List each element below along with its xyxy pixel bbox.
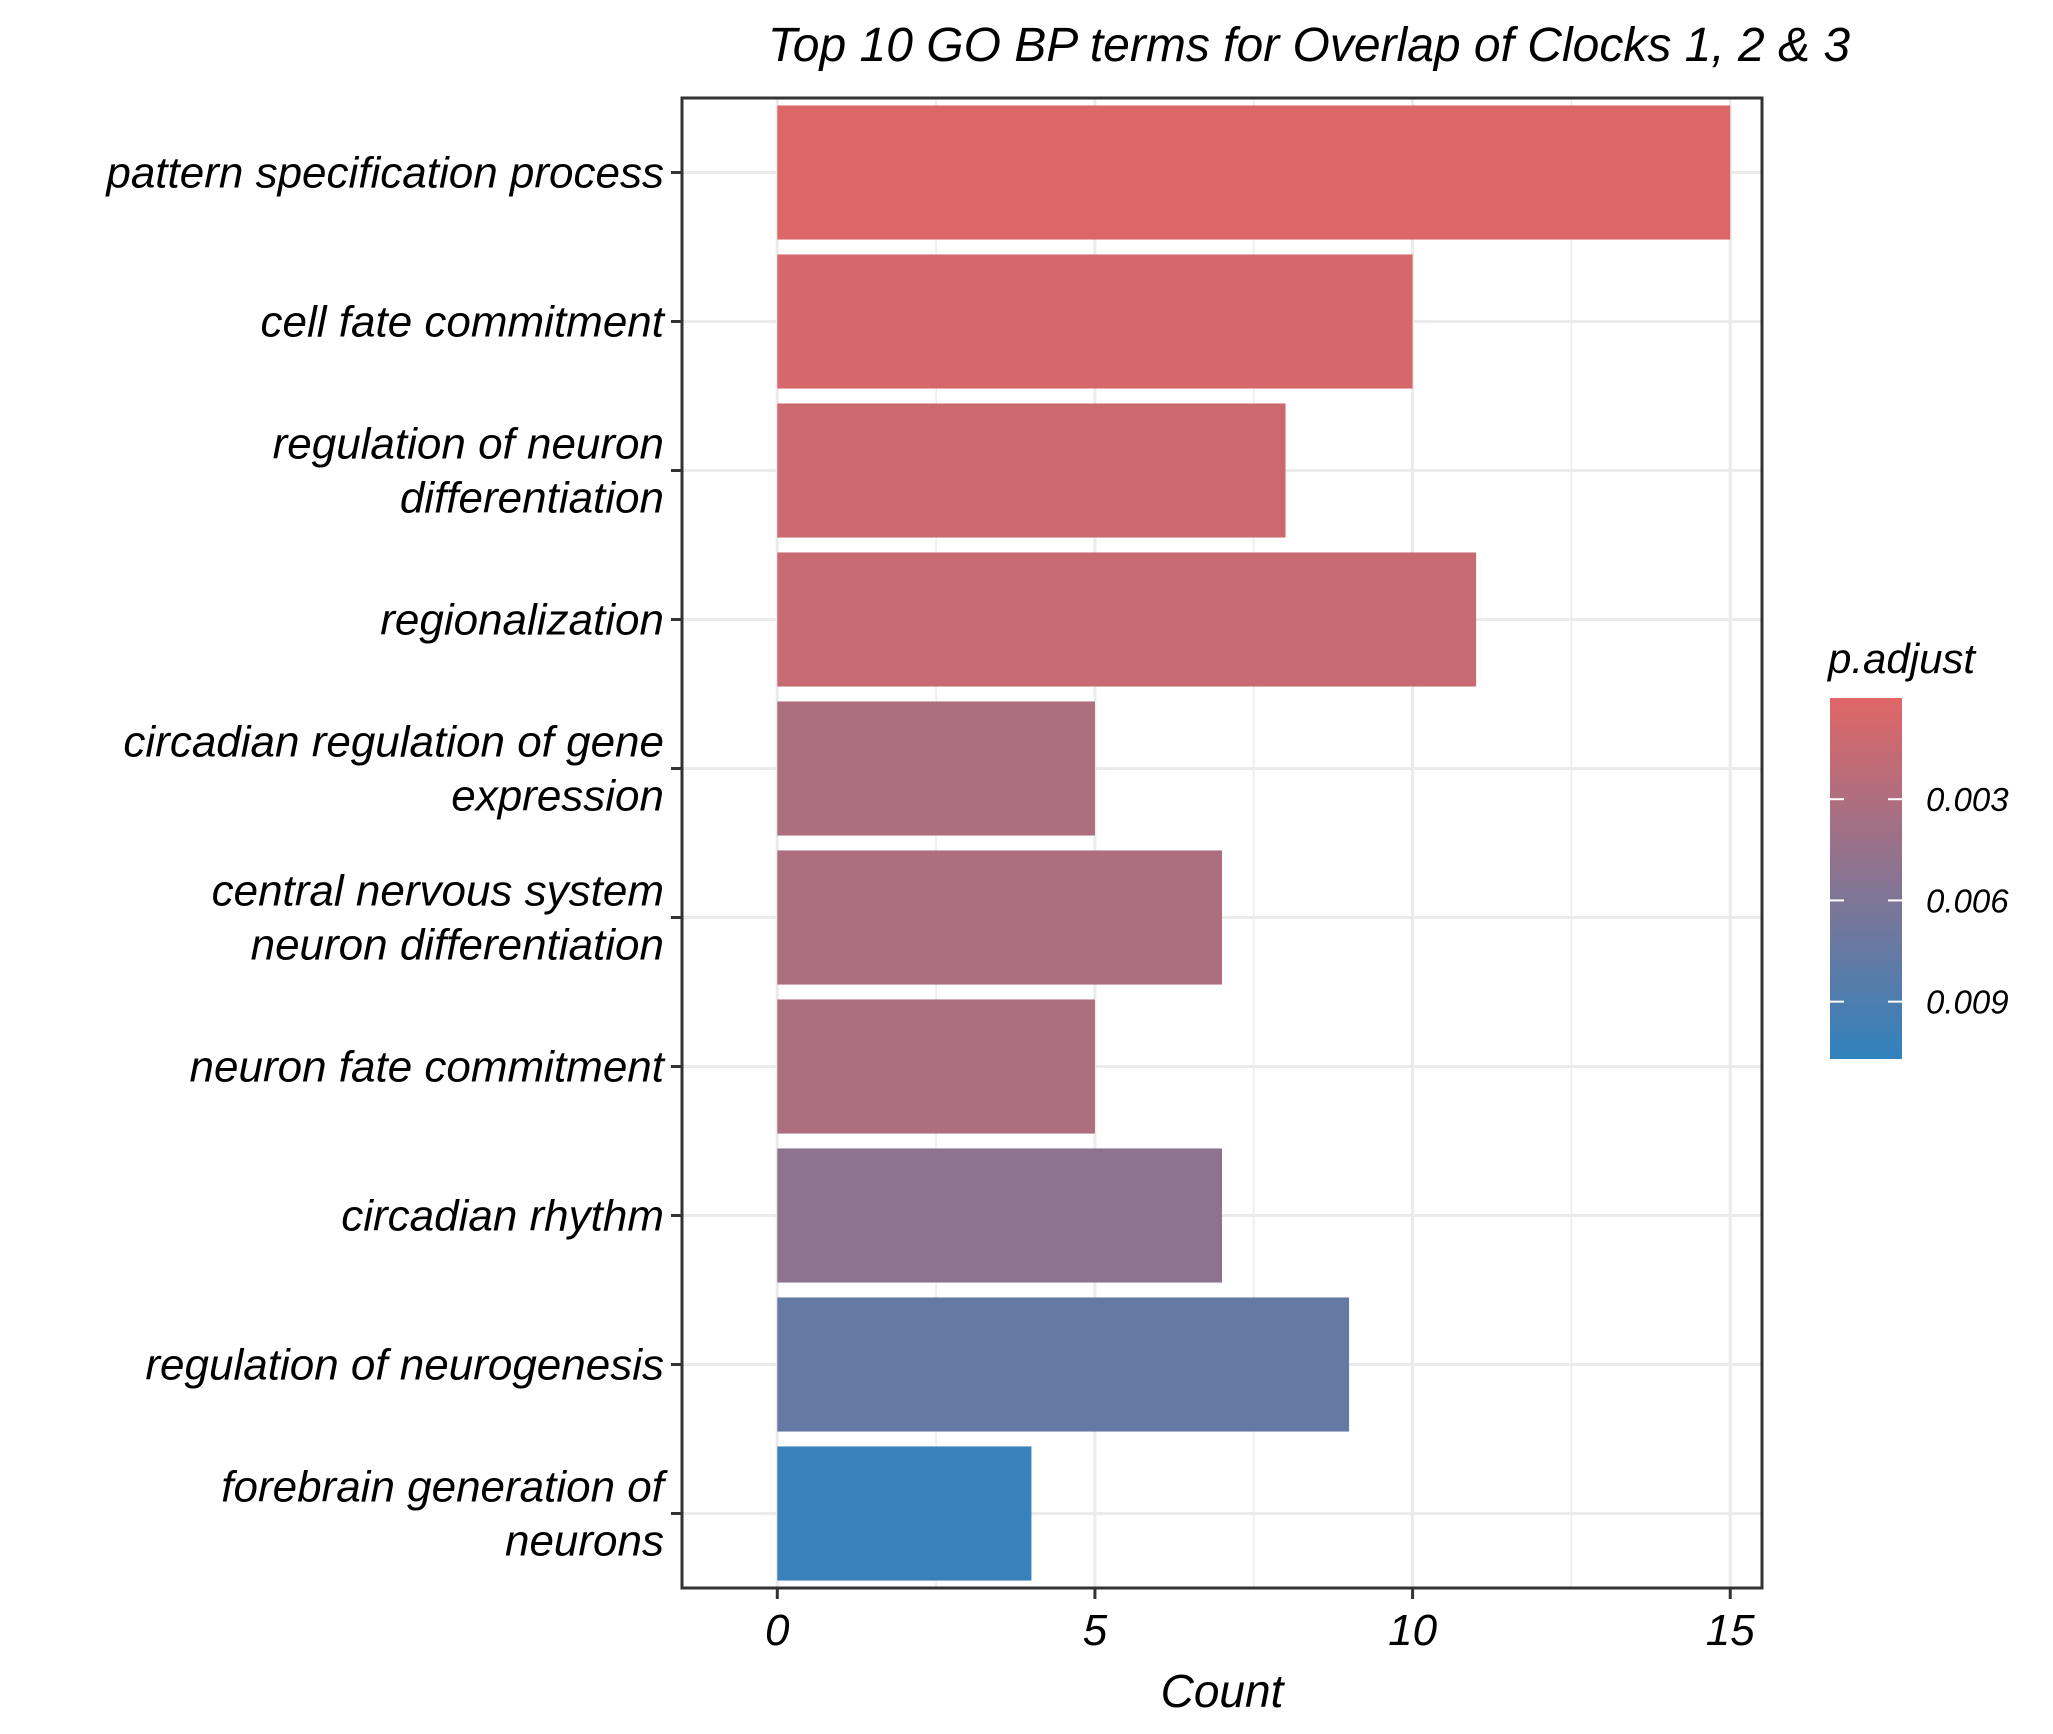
- legend-title: p.adjust: [1826, 635, 1977, 682]
- category-label: regulation of neuron differentiation: [273, 420, 664, 523]
- color-legend: p.adjust 0.003 0.006 0.009: [1826, 635, 2009, 1059]
- x-tick-label: 10: [1388, 1606, 1437, 1655]
- category-label-line: forebrain generation of: [221, 1463, 669, 1512]
- category-label: regulation of neurogenesis: [145, 1341, 664, 1390]
- category-label-line: central nervous system: [212, 867, 664, 916]
- x-tick-label: 15: [1706, 1606, 1755, 1655]
- colorbar-tick-label: 0.006: [1926, 882, 2009, 919]
- category-label-line: regionalization: [380, 596, 664, 645]
- category-label-line: neuron differentiation: [251, 921, 664, 970]
- colorbar-tick-label: 0.009: [1926, 984, 2009, 1021]
- bar: [777, 1297, 1350, 1432]
- bar: [777, 701, 1095, 836]
- category-label-line: regulation of neurogenesis: [145, 1341, 664, 1390]
- x-axis: 0 5 10 15: [765, 1588, 1755, 1655]
- bars: [777, 105, 1731, 1581]
- bar: [777, 105, 1731, 240]
- category-label: forebrain generation of neurons: [221, 1463, 669, 1566]
- bar: [777, 254, 1413, 389]
- category-label: circadian regulation of gene expression: [123, 718, 664, 821]
- x-axis-title: Count: [1161, 1665, 1286, 1717]
- bar: [777, 552, 1477, 687]
- category-label: cell fate commitment: [261, 298, 666, 347]
- plot-border: [680, 96, 1764, 1590]
- category-label-line: cell fate commitment: [261, 298, 666, 347]
- bar: [777, 1148, 1222, 1283]
- category-label-line: regulation of neuron: [273, 420, 664, 469]
- bar: [777, 850, 1222, 985]
- chart-title: Top 10 GO BP terms for Overlap of Clocks…: [768, 19, 1851, 72]
- category-label-line: circadian regulation of gene: [123, 718, 664, 767]
- category-label-line: neurons: [505, 1517, 664, 1566]
- bar: [777, 403, 1286, 538]
- colorbar-tick-label: 0.003: [1926, 781, 2009, 818]
- colorbar-ticks: 0.003 0.006 0.009: [1830, 781, 2009, 1021]
- x-tick-label: 5: [1083, 1606, 1108, 1655]
- colorbar: [1830, 698, 1902, 1059]
- bar: [777, 999, 1095, 1134]
- category-label-line: neuron fate commitment: [190, 1043, 666, 1092]
- bar: [777, 1446, 1032, 1581]
- category-label: pattern specification process: [104, 149, 664, 198]
- y-axis: pattern specification process cell fate c…: [104, 149, 682, 1566]
- category-label-line: expression: [451, 772, 664, 821]
- category-label: central nervous system neuron differentia…: [212, 867, 664, 970]
- category-label-line: circadian rhythm: [341, 1192, 664, 1241]
- category-label-line: differentiation: [400, 474, 664, 523]
- category-label: circadian rhythm: [341, 1192, 664, 1241]
- x-tick-label: 0: [765, 1606, 790, 1655]
- category-label: neuron fate commitment: [190, 1043, 666, 1092]
- category-label-line: pattern specification process: [104, 149, 664, 198]
- category-label: regionalization: [380, 596, 664, 645]
